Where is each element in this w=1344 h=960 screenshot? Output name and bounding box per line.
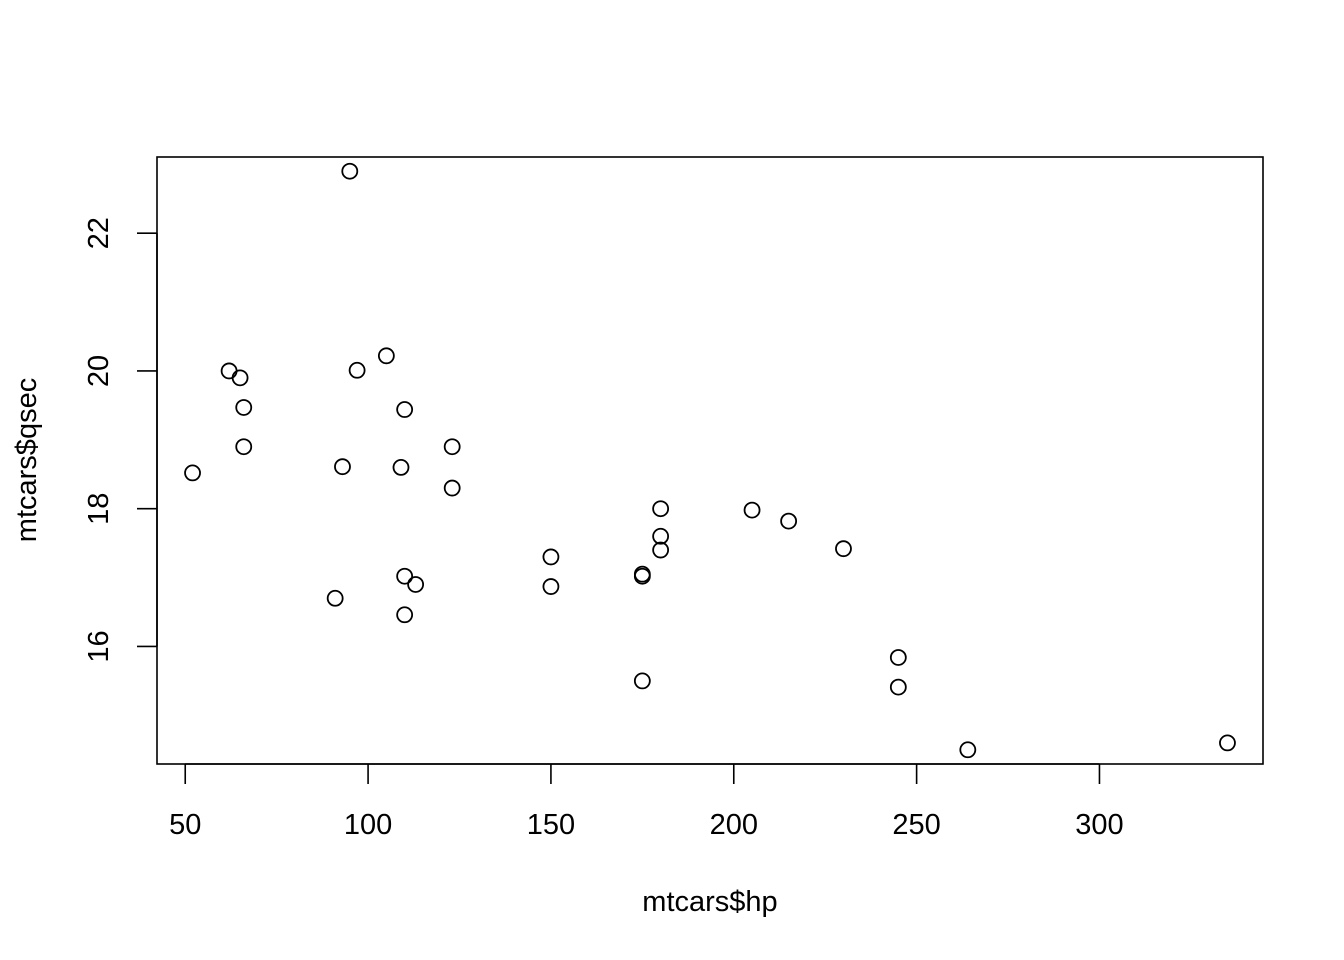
x-axis-title: mtcars$hp bbox=[642, 886, 777, 918]
data-point bbox=[184, 464, 201, 482]
y-axis: 16 18 20 22 bbox=[83, 217, 158, 663]
data-point bbox=[392, 458, 410, 476]
data-point bbox=[743, 501, 761, 519]
data-point bbox=[396, 567, 414, 585]
data-point bbox=[889, 649, 907, 666]
x-tick-label: 200 bbox=[710, 809, 758, 841]
data-point bbox=[407, 576, 425, 593]
x-tick-label: 250 bbox=[892, 809, 940, 841]
data-point bbox=[235, 438, 253, 456]
data-point bbox=[326, 589, 344, 607]
data-point bbox=[396, 401, 414, 418]
plot-frame bbox=[156, 156, 1264, 765]
data-point bbox=[235, 399, 253, 416]
data-point bbox=[652, 527, 670, 545]
data-point bbox=[1219, 734, 1236, 752]
y-tick-label: 16 bbox=[83, 630, 115, 662]
data-point bbox=[889, 678, 907, 696]
data-point bbox=[396, 606, 414, 624]
x-tick-label: 50 bbox=[169, 809, 201, 841]
data-point bbox=[443, 479, 461, 497]
data-point bbox=[377, 347, 395, 365]
data-point bbox=[633, 672, 651, 690]
y-tick-label: 18 bbox=[83, 493, 115, 525]
y-axis-title: mtcars$qsec bbox=[11, 378, 43, 542]
data-points bbox=[184, 162, 1236, 759]
data-point bbox=[652, 500, 670, 518]
data-point bbox=[348, 361, 366, 379]
data-point bbox=[542, 578, 560, 595]
data-point bbox=[780, 512, 798, 530]
x-axis: 50 100 150 200 250 300 bbox=[169, 763, 1124, 841]
data-point bbox=[341, 162, 359, 180]
y-tick-label: 22 bbox=[83, 217, 115, 249]
data-point bbox=[835, 540, 852, 558]
x-tick-label: 150 bbox=[527, 809, 575, 841]
data-point bbox=[443, 438, 461, 456]
data-point bbox=[220, 362, 238, 380]
data-point bbox=[231, 369, 249, 387]
x-tick-label: 300 bbox=[1075, 809, 1123, 841]
data-point bbox=[334, 458, 351, 476]
data-point bbox=[633, 565, 651, 583]
data-point bbox=[959, 741, 977, 759]
x-tick-label: 100 bbox=[344, 809, 392, 841]
y-tick-label: 20 bbox=[83, 355, 115, 387]
data-point bbox=[652, 541, 670, 559]
data-point bbox=[542, 548, 560, 566]
